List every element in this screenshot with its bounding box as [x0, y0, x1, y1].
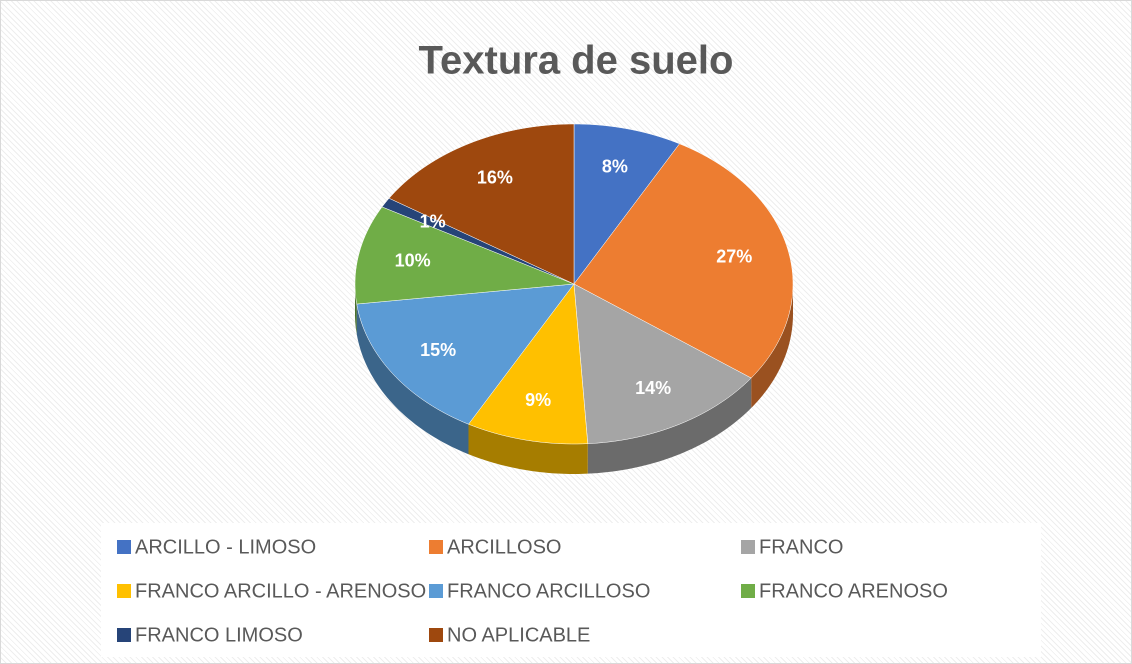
legend-box: [101, 523, 1041, 657]
legend-label: ARCILLO - LIMOSO: [135, 536, 316, 558]
data-label: 15%: [420, 340, 456, 360]
slice: [468, 283, 589, 445]
legend-swatch: [117, 584, 131, 598]
legend-label: ARCILLOSO: [447, 536, 561, 558]
slice: [356, 283, 575, 425]
slice-side: [751, 284, 793, 409]
legend-label: FRANCO ARCILLO - ARENOSO: [135, 580, 426, 602]
legend-swatch: [117, 628, 131, 642]
data-label: 8%: [602, 157, 628, 177]
data-label: 16%: [477, 168, 513, 188]
legend-label: FRANCO LIMOSO: [135, 624, 303, 646]
legend-swatch: [741, 584, 755, 598]
legend-swatch: [741, 540, 755, 554]
slice: [388, 123, 575, 285]
legend-swatch: [117, 540, 131, 554]
legend-label: FRANCO ARCILLOSO: [447, 580, 650, 602]
data-label: 1%: [420, 212, 446, 232]
slice: [573, 143, 794, 379]
slice: [354, 206, 575, 305]
slice-side: [468, 424, 588, 474]
data-label: 14%: [635, 378, 671, 398]
chart-title: Textura de suelo: [419, 39, 734, 83]
data-label: 27%: [716, 247, 752, 267]
legend-label: FRANCO ARENOSO: [759, 580, 948, 602]
slice-side: [356, 304, 469, 455]
legend-swatch: [429, 584, 443, 598]
legend-swatch: [429, 540, 443, 554]
data-label: 9%: [525, 390, 551, 410]
slice: [573, 123, 680, 285]
legend-label: NO APLICABLE: [447, 624, 590, 646]
legend-swatch: [429, 628, 443, 642]
slice-side: [587, 378, 752, 474]
data-label: 10%: [395, 250, 431, 270]
slice: [573, 283, 752, 444]
legend-label: FRANCO: [759, 536, 843, 558]
